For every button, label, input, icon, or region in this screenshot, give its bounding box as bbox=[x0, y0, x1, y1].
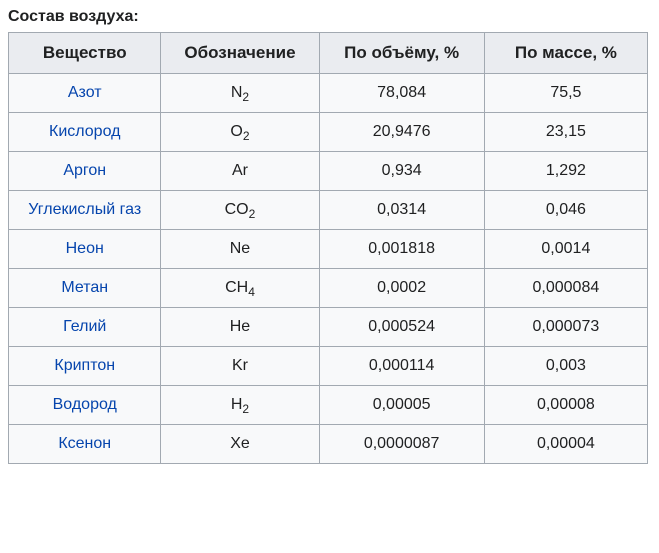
mass-cell: 1,292 bbox=[484, 152, 647, 191]
notation-cell: Xe bbox=[161, 425, 319, 464]
substance-link[interactable]: Кислород bbox=[9, 113, 161, 152]
header-substance: Вещество bbox=[9, 33, 161, 74]
notation-base: Kr bbox=[232, 357, 248, 374]
volume-cell: 0,934 bbox=[319, 152, 484, 191]
notation-base: N bbox=[231, 84, 243, 101]
notation-base: Ne bbox=[230, 240, 250, 257]
substance-link[interactable]: Ксенон bbox=[9, 425, 161, 464]
notation-base: H bbox=[231, 396, 243, 413]
mass-cell: 0,000073 bbox=[484, 308, 647, 347]
notation-base: Ar bbox=[232, 162, 248, 179]
notation-subscript: 2 bbox=[243, 129, 250, 143]
notation-cell: Ne bbox=[161, 230, 319, 269]
substance-link[interactable]: Метан bbox=[9, 269, 161, 308]
table-row: Гелий He 0,0005240,000073 bbox=[9, 308, 648, 347]
substance-link[interactable]: Гелий bbox=[9, 308, 161, 347]
air-composition-table: Вещество Обозначение По объёму, % По мас… bbox=[8, 32, 648, 464]
substance-link[interactable]: Аргон bbox=[9, 152, 161, 191]
notation-base: He bbox=[230, 318, 250, 335]
notation-subscript: 4 bbox=[248, 285, 255, 299]
table-header-row: Вещество Обозначение По объёму, % По мас… bbox=[9, 33, 648, 74]
mass-cell: 0,000084 bbox=[484, 269, 647, 308]
volume-cell: 78,084 bbox=[319, 74, 484, 113]
mass-cell: 23,15 bbox=[484, 113, 647, 152]
table-row: МетанCH40,00020,000084 bbox=[9, 269, 648, 308]
table-row: Криптон Kr 0,0001140,003 bbox=[9, 347, 648, 386]
volume-cell: 0,0000087 bbox=[319, 425, 484, 464]
notation-subscript: 2 bbox=[242, 90, 249, 104]
notation-cell: He bbox=[161, 308, 319, 347]
mass-cell: 75,5 bbox=[484, 74, 647, 113]
mass-cell: 0,00008 bbox=[484, 386, 647, 425]
notation-subscript: 2 bbox=[249, 207, 256, 221]
table-row: Аргон Ar 0,9341,292 bbox=[9, 152, 648, 191]
mass-cell: 0,003 bbox=[484, 347, 647, 386]
notation-cell: O2 bbox=[161, 113, 319, 152]
table-caption: Состав воздуха: bbox=[8, 8, 651, 26]
volume-cell: 0,000114 bbox=[319, 347, 484, 386]
volume-cell: 0,00005 bbox=[319, 386, 484, 425]
notation-base: CO bbox=[225, 201, 249, 218]
notation-base: CH bbox=[225, 279, 248, 296]
table-row: Неон Ne 0,0018180,0014 bbox=[9, 230, 648, 269]
table-row: ВодородH20,000050,00008 bbox=[9, 386, 648, 425]
mass-cell: 0,00004 bbox=[484, 425, 647, 464]
table-body: АзотN278,08475,5КислородO220,947623,15Ар… bbox=[9, 74, 648, 464]
table-row: Углекислый газCO20,03140,046 bbox=[9, 191, 648, 230]
notation-base: O bbox=[230, 123, 242, 140]
notation-subscript: 2 bbox=[242, 402, 249, 416]
volume-cell: 0,0314 bbox=[319, 191, 484, 230]
notation-cell: H2 bbox=[161, 386, 319, 425]
header-mass: По массе, % bbox=[484, 33, 647, 74]
mass-cell: 0,0014 bbox=[484, 230, 647, 269]
substance-link[interactable]: Углекислый газ bbox=[9, 191, 161, 230]
substance-link[interactable]: Водород bbox=[9, 386, 161, 425]
notation-cell: N2 bbox=[161, 74, 319, 113]
header-notation: Обозначение bbox=[161, 33, 319, 74]
notation-cell: CH4 bbox=[161, 269, 319, 308]
notation-base: Xe bbox=[230, 435, 250, 452]
substance-link[interactable]: Криптон bbox=[9, 347, 161, 386]
notation-cell: Kr bbox=[161, 347, 319, 386]
volume-cell: 0,001818 bbox=[319, 230, 484, 269]
header-volume: По объёму, % bbox=[319, 33, 484, 74]
table-row: Ксенон Xe 0,00000870,00004 bbox=[9, 425, 648, 464]
substance-link[interactable]: Азот bbox=[9, 74, 161, 113]
notation-cell: Ar bbox=[161, 152, 319, 191]
table-row: АзотN278,08475,5 bbox=[9, 74, 648, 113]
volume-cell: 0,0002 bbox=[319, 269, 484, 308]
volume-cell: 0,000524 bbox=[319, 308, 484, 347]
substance-link[interactable]: Неон bbox=[9, 230, 161, 269]
mass-cell: 0,046 bbox=[484, 191, 647, 230]
table-row: КислородO220,947623,15 bbox=[9, 113, 648, 152]
notation-cell: CO2 bbox=[161, 191, 319, 230]
volume-cell: 20,9476 bbox=[319, 113, 484, 152]
